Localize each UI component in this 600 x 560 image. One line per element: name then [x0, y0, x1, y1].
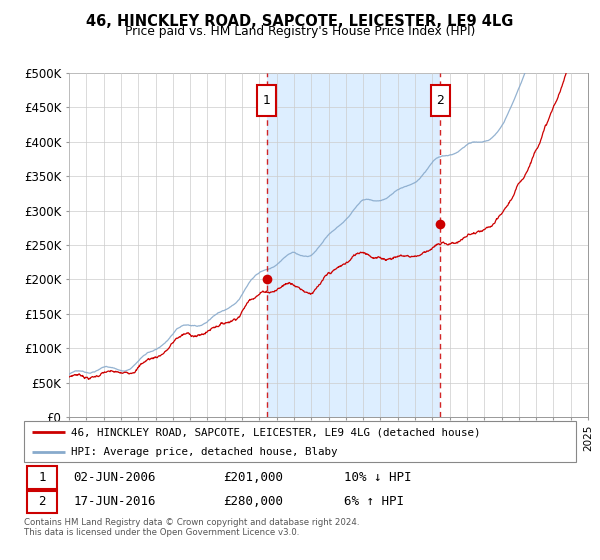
FancyBboxPatch shape: [257, 85, 276, 115]
Text: Contains HM Land Registry data © Crown copyright and database right 2024.
This d: Contains HM Land Registry data © Crown c…: [24, 518, 359, 538]
FancyBboxPatch shape: [27, 466, 57, 489]
Text: HPI: Average price, detached house, Blaby: HPI: Average price, detached house, Blab…: [71, 447, 337, 457]
FancyBboxPatch shape: [24, 421, 576, 462]
Text: 46, HINCKLEY ROAD, SAPCOTE, LEICESTER, LE9 4LG: 46, HINCKLEY ROAD, SAPCOTE, LEICESTER, L…: [86, 14, 514, 29]
Text: 1: 1: [263, 94, 271, 107]
FancyBboxPatch shape: [27, 491, 57, 514]
Text: 2: 2: [436, 94, 444, 107]
Text: 17-JUN-2016: 17-JUN-2016: [74, 496, 156, 508]
Bar: [266, 73, 440, 417]
Text: 2: 2: [38, 496, 46, 508]
Text: Price paid vs. HM Land Registry's House Price Index (HPI): Price paid vs. HM Land Registry's House …: [125, 25, 475, 38]
Text: £201,000: £201,000: [223, 471, 283, 484]
Text: 6% ↑ HPI: 6% ↑ HPI: [344, 496, 404, 508]
Text: 02-JUN-2006: 02-JUN-2006: [74, 471, 156, 484]
Text: 10% ↓ HPI: 10% ↓ HPI: [344, 471, 412, 484]
FancyBboxPatch shape: [431, 85, 450, 115]
Text: 46, HINCKLEY ROAD, SAPCOTE, LEICESTER, LE9 4LG (detached house): 46, HINCKLEY ROAD, SAPCOTE, LEICESTER, L…: [71, 427, 481, 437]
Text: £280,000: £280,000: [223, 496, 283, 508]
Text: 1: 1: [38, 471, 46, 484]
